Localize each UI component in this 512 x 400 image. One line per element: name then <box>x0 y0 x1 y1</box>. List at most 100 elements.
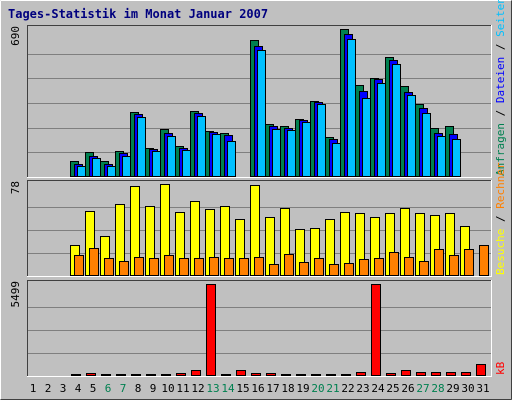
bar-hits-seiten-day-27 <box>422 113 431 177</box>
bar-kbytes-kb-day-28 <box>431 372 441 376</box>
bar-kbytes-kb-day-17 <box>266 373 276 376</box>
x-tick-day-9: 9 <box>150 382 157 395</box>
bar-hits-seiten-day-13 <box>212 134 221 177</box>
bar-kbytes-kb-day-25 <box>386 373 396 376</box>
x-tick-day-24: 24 <box>371 382 385 395</box>
bar-kbytes-kb-day-13 <box>206 284 216 376</box>
bar-hits-seiten-day-9 <box>152 151 161 177</box>
panel-kbytes-max-label: 5499 <box>9 281 22 308</box>
panel-hits-max-label: 690 <box>9 26 22 46</box>
x-tick-day-28: 28 <box>431 382 444 395</box>
bar-hits-seiten-day-17 <box>272 129 281 177</box>
bar-hits-seiten-day-28 <box>437 136 446 177</box>
bar-visits-rechner-day-29 <box>449 255 459 276</box>
panel-visits-max-label: 78 <box>9 181 22 194</box>
panel-kbytes-plot-area <box>27 280 492 377</box>
bar-kbytes-kb-day-31 <box>476 364 486 376</box>
bar-hits-seiten-day-10 <box>167 136 176 177</box>
bar-visits-rechner-day-21 <box>329 264 339 276</box>
x-tick-day-15: 15 <box>236 382 249 395</box>
legend-entry-rechner: Rechner <box>494 162 507 209</box>
panel-hits-legend: Anfragen / Dateien / Seiten <box>494 0 507 176</box>
bar-kbytes-kb-day-24 <box>371 284 381 376</box>
x-tick-day-13: 13 <box>206 382 219 395</box>
x-tick-day-31: 31 <box>476 382 489 395</box>
bar-visits-rechner-day-10 <box>164 255 174 276</box>
bar-hits-seiten-day-7 <box>122 156 131 177</box>
bar-visits-rechner-day-30 <box>464 249 474 276</box>
x-tick-day-14: 14 <box>221 382 235 395</box>
bar-visits-rechner-day-25 <box>389 252 399 276</box>
bar-visits-rechner-day-12 <box>194 258 204 276</box>
bar-kbytes-kb-day-8 <box>131 374 141 376</box>
bar-kbytes-kb-day-20 <box>311 374 321 376</box>
bar-visits-rechner-day-23 <box>359 259 369 276</box>
bar-visits-rechner-day-11 <box>179 258 189 276</box>
bar-kbytes-kb-day-15 <box>236 370 246 376</box>
x-tick-day-25: 25 <box>386 382 399 395</box>
x-tick-day-2: 2 <box>45 382 52 395</box>
bar-kbytes-kb-day-16 <box>251 373 261 376</box>
bar-visits-rechner-day-18 <box>284 254 294 276</box>
bar-visits-rechner-day-17 <box>269 264 279 276</box>
legend-entry-kb: kB <box>494 361 507 375</box>
bar-visits-rechner-day-27 <box>419 261 429 276</box>
bar-hits-seiten-day-26 <box>407 95 416 177</box>
x-tick-day-20: 20 <box>311 382 324 395</box>
x-tick-day-7: 7 <box>120 382 127 395</box>
bar-hits-seiten-day-19 <box>302 122 311 177</box>
x-tick-day-19: 19 <box>296 382 309 395</box>
panel-kbytes: 5499 kB <box>9 280 507 377</box>
x-tick-day-16: 16 <box>251 382 264 395</box>
x-tick-day-26: 26 <box>401 382 414 395</box>
x-tick-day-5: 5 <box>90 382 97 395</box>
bar-hits-seiten-day-29 <box>452 139 461 177</box>
x-tick-day-17: 17 <box>266 382 279 395</box>
x-tick-day-27: 27 <box>416 382 429 395</box>
bar-hits-seiten-day-23 <box>362 98 371 177</box>
bar-kbytes-kb-day-30 <box>461 372 471 376</box>
bar-visits-rechner-day-15 <box>239 258 249 276</box>
x-tick-day-23: 23 <box>356 382 369 395</box>
bar-hits-seiten-day-12 <box>197 116 206 177</box>
bar-hits-seiten-day-14 <box>227 141 236 177</box>
bar-visits-rechner-day-19 <box>299 262 309 276</box>
bar-kbytes-kb-day-12 <box>191 370 201 376</box>
bar-visits-rechner-day-31 <box>479 245 489 276</box>
x-axis-day-labels: 1 2 3 4 5 6 7 8 9 10 11 12 13 14 15 16 17 18 19 20 21 22 23 24 2… <box>30 382 490 395</box>
bar-kbytes-kb-day-9 <box>146 374 156 376</box>
bar-visits-rechner-day-7 <box>119 261 129 276</box>
bar-kbytes-kb-day-18 <box>281 374 291 376</box>
bar-hits-seiten-day-18 <box>287 130 296 177</box>
bar-hits-seiten-day-25 <box>392 64 401 177</box>
bar-kbytes-kb-day-23 <box>356 372 366 376</box>
bar-kbytes-kb-day-6 <box>101 374 111 376</box>
bar-kbytes-kb-day-22 <box>341 374 351 376</box>
bar-hits-seiten-day-24 <box>377 83 386 177</box>
x-tick-day-3: 3 <box>60 382 67 395</box>
bar-visits-rechner-day-5 <box>89 248 99 276</box>
bar-kbytes-kb-day-4 <box>71 374 81 376</box>
bar-kbytes-kb-day-19 <box>296 374 306 376</box>
legend-entry-dateien: Dateien <box>494 57 507 103</box>
bar-kbytes-kb-day-26 <box>401 370 411 376</box>
panel-visits: 78 Besuche / Rechner <box>9 162 507 277</box>
bar-visits-rechner-day-14 <box>224 258 234 276</box>
x-tick-day-29: 29 <box>446 382 459 395</box>
bar-hits-seiten-day-16 <box>257 50 266 177</box>
x-tick-day-11: 11 <box>176 382 189 395</box>
x-tick-day-8: 8 <box>135 382 142 395</box>
bar-kbytes-kb-day-29 <box>446 372 456 376</box>
bar-hits-seiten-day-21 <box>332 143 341 177</box>
bar-visits-rechner-day-6 <box>104 258 114 276</box>
x-tick-day-18: 18 <box>281 382 294 395</box>
x-tick-day-4: 4 <box>75 382 82 395</box>
x-tick-day-30: 30 <box>461 382 474 395</box>
bar-visits-rechner-day-20 <box>314 258 324 276</box>
bar-kbytes-kb-day-27 <box>416 372 426 376</box>
bar-kbytes-kb-day-10 <box>161 374 171 376</box>
bar-hits-seiten-day-22 <box>347 39 356 177</box>
bar-visits-rechner-day-26 <box>404 257 414 276</box>
bar-visits-rechner-day-24 <box>374 258 384 276</box>
bar-hits-seiten-day-4 <box>77 166 86 177</box>
